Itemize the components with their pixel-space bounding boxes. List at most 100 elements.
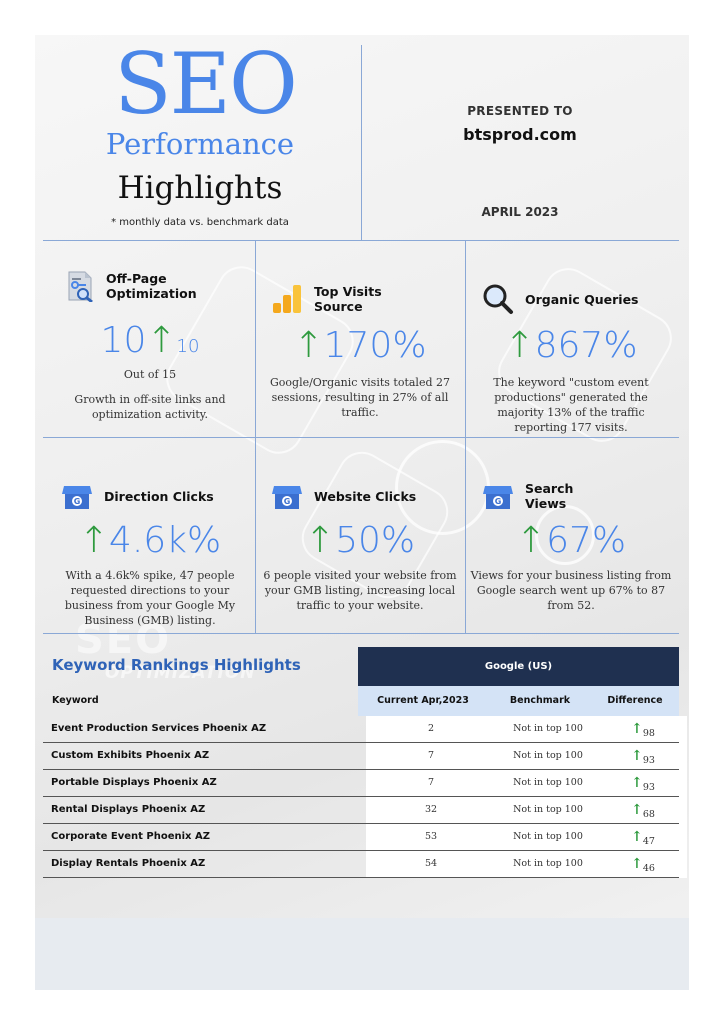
footer-band xyxy=(35,918,689,990)
up-arrow-icon: ↑ xyxy=(631,856,643,872)
up-arrow-icon: ↑ xyxy=(631,721,643,737)
column-header-difference: Difference xyxy=(607,695,663,706)
metric-title-line2: Optimization xyxy=(106,286,197,301)
grid-line-col1 xyxy=(255,240,256,633)
up-arrow-icon: ↑ xyxy=(146,320,177,361)
up-arrow-icon: ↑ xyxy=(631,829,643,845)
metric-value: ↑50% xyxy=(304,520,416,561)
google-my-business-icon: G xyxy=(272,486,302,509)
metric-direction-clicks: G Direction Clicks ↑4.6k% With a 4.6k% s… xyxy=(45,437,255,633)
current-rank-cell: 2 xyxy=(427,723,435,734)
column-header-benchmark: Benchmark xyxy=(509,695,571,706)
google-us-header: Google (US) xyxy=(358,647,679,686)
metric-description: 6 people visited your website from your … xyxy=(263,569,457,612)
benchmark-cell: Not in top 100 xyxy=(513,723,583,734)
grid-line-bottom xyxy=(43,633,679,634)
current-rank-cell: 32 xyxy=(424,804,438,815)
current-rank-cell: 7 xyxy=(427,750,435,761)
background-ghost-text: SEO xyxy=(75,617,172,663)
svg-text:G: G xyxy=(74,497,81,506)
keyword-cell: Corporate Event Phoenix AZ xyxy=(51,831,210,842)
grid-line-middle xyxy=(43,437,679,438)
keyword-cell: Rental Displays Phoenix AZ xyxy=(51,804,206,815)
keyword-rankings-title: Keyword Rankings Highlights xyxy=(52,656,301,674)
background-circle xyxy=(535,505,595,565)
benchmark-cell: Not in top 100 xyxy=(513,777,583,788)
header-divider xyxy=(361,45,362,240)
metric-search-views: G Search Views ↑67% Views for your busin… xyxy=(466,437,676,633)
title-highlights: Highlights xyxy=(117,170,283,206)
presented-to-label: PRESENTED TO xyxy=(467,104,573,118)
metric-organic-queries: Organic Queries ↑867% The keyword "custo… xyxy=(466,240,676,437)
metric-description: Google/Organic visits totaled 27 session… xyxy=(270,376,450,419)
table-row: Rental Displays Phoenix AZ 32 Not in top… xyxy=(43,797,687,824)
up-arrow-icon: ↑ xyxy=(304,520,336,561)
svg-text:G: G xyxy=(284,497,291,506)
up-arrow-icon: ↑ xyxy=(78,520,109,561)
difference-cell: ↑98 xyxy=(631,721,655,739)
google-analytics-icon xyxy=(273,285,301,313)
metric-value: 10↑10 xyxy=(100,320,200,361)
up-arrow-icon: ↑ xyxy=(631,802,643,818)
title-performance: Performance xyxy=(105,127,295,161)
difference-cell: ↑47 xyxy=(631,829,655,847)
metric-off-page: Off-Page Optimization 10↑10 Out of 15 Gr… xyxy=(45,240,255,437)
client-name: btsprod.com xyxy=(463,125,577,144)
magnifier-icon xyxy=(483,284,513,314)
metric-title: Search xyxy=(525,481,574,496)
difference-cell: ↑93 xyxy=(631,748,655,766)
up-arrow-icon: ↑ xyxy=(515,520,547,561)
metric-title-line2: Views xyxy=(525,496,567,511)
keyword-cell: Event Production Services Phoenix AZ xyxy=(51,723,267,734)
svg-text:G: G xyxy=(495,497,502,506)
current-rank-cell: 54 xyxy=(424,858,438,869)
metric-description: The keyword "custom event productions" g… xyxy=(493,376,649,434)
difference-cell: ↑93 xyxy=(631,775,655,793)
current-rank-cell: 7 xyxy=(427,777,435,788)
benchmark-cell: Not in top 100 xyxy=(513,831,583,842)
grid-line-top xyxy=(43,240,679,241)
metric-value: ↑67% xyxy=(515,520,627,561)
title-seo: SEO xyxy=(114,35,298,133)
keyword-cell: Custom Exhibits Phoenix AZ xyxy=(51,750,210,761)
metric-title: Direction Clicks xyxy=(104,488,214,504)
metric-title: Top Visits xyxy=(314,284,382,299)
background-ghost-subtext: OPTIMIZATION xyxy=(105,663,256,683)
metric-description: Growth in off-site links and optimizatio… xyxy=(74,393,226,421)
up-arrow-icon: ↑ xyxy=(293,325,324,366)
metric-value: ↑170% xyxy=(293,325,427,366)
metric-title-line2: Source xyxy=(314,299,363,314)
grid-line-col2 xyxy=(465,240,466,633)
metric-value: ↑867% xyxy=(504,325,638,366)
keyword-cell: Portable Displays Phoenix AZ xyxy=(51,777,217,788)
benchmark-cell: Not in top 100 xyxy=(513,858,583,869)
report-date: APRIL 2023 xyxy=(481,205,559,219)
metric-description: Views for your business listing from Goo… xyxy=(470,569,672,612)
google-my-business-icon: G xyxy=(483,486,513,509)
table-row: Display Rentals Phoenix AZ 54 Not in top… xyxy=(43,851,687,878)
metric-website-clicks: G Website Clicks ↑50% 6 people visited y… xyxy=(255,437,465,633)
column-header-keyword: Keyword xyxy=(52,695,99,706)
benchmark-cell: Not in top 100 xyxy=(513,750,583,761)
seo-document-icon xyxy=(68,271,93,302)
title-note: * monthly data vs. benchmark data xyxy=(111,217,289,228)
benchmark-cell: Not in top 100 xyxy=(513,804,583,815)
metric-title: Organic Queries xyxy=(525,291,639,307)
metric-title: Website Clicks xyxy=(314,488,417,504)
up-arrow-icon: ↑ xyxy=(631,748,643,764)
report-page: SEO OPTIMIZATION SEO Performance Highlig… xyxy=(35,35,689,990)
difference-cell: ↑68 xyxy=(631,802,655,820)
table-row: Portable Displays Phoenix AZ 7 Not in to… xyxy=(43,770,687,797)
metric-title: Off-Page xyxy=(106,271,167,286)
metric-value: ↑4.6k% xyxy=(78,520,222,561)
table-row: Corporate Event Phoenix AZ 53 Not in top… xyxy=(43,824,687,851)
up-arrow-icon: ↑ xyxy=(631,775,643,791)
metric-sub: Out of 15 xyxy=(123,368,177,381)
difference-cell: ↑46 xyxy=(631,856,655,874)
google-my-business-icon: G xyxy=(62,486,92,509)
metric-description: With a 4.6k% spike, 47 people requested … xyxy=(64,569,236,627)
column-header-current: Current Apr,2023 xyxy=(377,695,469,706)
metric-top-visits: Top Visits Source ↑170% Google/Organic v… xyxy=(255,240,465,437)
column-header-background xyxy=(358,686,679,716)
table-row: Custom Exhibits Phoenix AZ 7 Not in top … xyxy=(43,743,687,770)
